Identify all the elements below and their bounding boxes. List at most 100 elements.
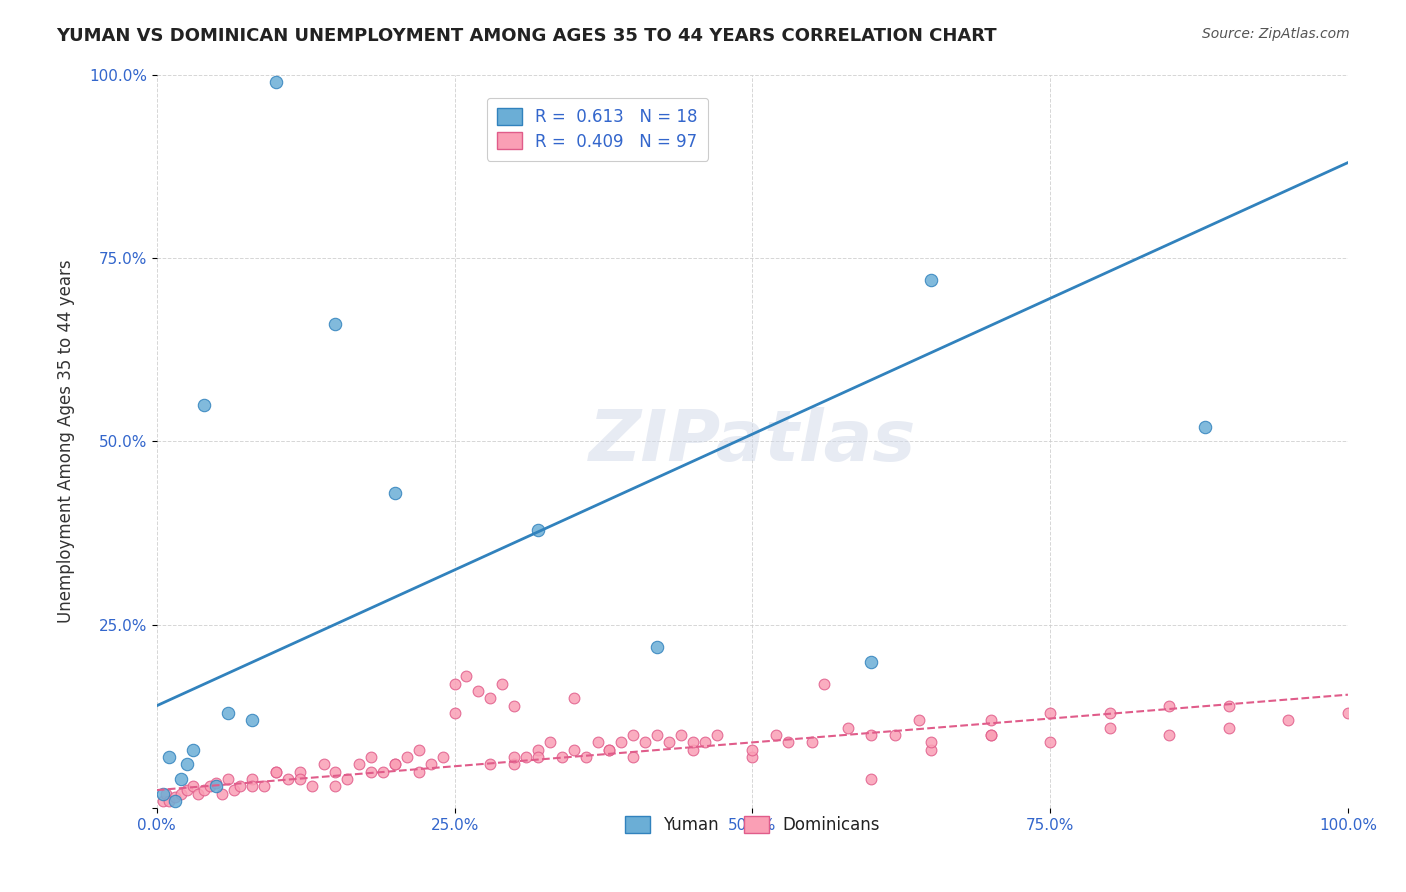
Point [562, 743, 585, 757]
Point [621, 728, 644, 742]
Point [384, 486, 406, 500]
Point [224, 783, 246, 797]
Point [325, 764, 347, 779]
Point [229, 780, 252, 794]
Point [467, 684, 489, 698]
Point [211, 787, 233, 801]
Point [837, 721, 859, 735]
Point [1159, 728, 1181, 742]
Point [575, 750, 598, 764]
Point [693, 735, 716, 749]
Point [181, 743, 204, 757]
Point [562, 691, 585, 706]
Point [645, 728, 668, 742]
Point [538, 735, 561, 749]
Legend: Yuman, Dominicans: Yuman, Dominicans [614, 806, 890, 844]
Point [181, 780, 204, 794]
Point [813, 676, 835, 690]
Point [741, 750, 763, 764]
Point [741, 743, 763, 757]
Point [336, 772, 359, 786]
Point [1098, 706, 1121, 720]
Point [645, 640, 668, 654]
Point [240, 772, 263, 786]
Point [325, 780, 347, 794]
Point [419, 757, 441, 772]
Point [408, 743, 430, 757]
Point [443, 676, 465, 690]
Point [217, 706, 239, 720]
Point [240, 714, 263, 728]
Point [527, 523, 550, 537]
Point [456, 669, 478, 683]
Point [598, 743, 620, 757]
Point [598, 743, 620, 757]
Text: Source: ZipAtlas.com: Source: ZipAtlas.com [1202, 27, 1350, 41]
Point [1039, 735, 1062, 749]
Point [200, 780, 222, 794]
Point [503, 757, 526, 772]
Point [217, 772, 239, 786]
Point [288, 772, 311, 786]
Point [157, 750, 180, 764]
Point [443, 706, 465, 720]
Point [527, 743, 550, 757]
Point [349, 757, 371, 772]
Point [1277, 714, 1299, 728]
Point [277, 772, 299, 786]
Point [860, 728, 883, 742]
Point [253, 780, 276, 794]
Point [920, 743, 942, 757]
Point [163, 790, 186, 805]
Point [610, 735, 633, 749]
Point [264, 764, 287, 779]
Point [682, 743, 704, 757]
Point [1218, 698, 1240, 713]
Point [193, 783, 215, 797]
Point [155, 787, 177, 801]
Point [169, 772, 191, 786]
Point [408, 764, 430, 779]
Point [312, 757, 335, 772]
Point [360, 750, 382, 764]
Point [860, 772, 883, 786]
Point [1194, 419, 1216, 434]
Point [634, 735, 657, 749]
Point [658, 735, 681, 749]
Point [682, 735, 704, 749]
Point [778, 735, 800, 749]
Point [920, 273, 942, 287]
Point [360, 764, 382, 779]
Point [765, 728, 787, 742]
Point [384, 757, 406, 772]
Point [621, 750, 644, 764]
Point [1218, 721, 1240, 735]
Point [264, 75, 287, 89]
Point [479, 691, 502, 706]
Point [860, 655, 883, 669]
Point [503, 698, 526, 713]
Point [176, 757, 198, 772]
Point [169, 787, 191, 801]
Point [920, 735, 942, 749]
Point [527, 750, 550, 764]
Point [176, 783, 198, 797]
Point [205, 780, 228, 794]
Point [163, 794, 186, 808]
Text: ZIPatlas: ZIPatlas [589, 407, 917, 476]
Point [157, 794, 180, 808]
Point [371, 764, 394, 779]
Point [187, 787, 209, 801]
Point [551, 750, 574, 764]
Point [980, 728, 1002, 742]
Point [669, 728, 692, 742]
Point [152, 787, 174, 801]
Point [325, 317, 347, 331]
Point [205, 776, 228, 790]
Point [503, 750, 526, 764]
Point [1039, 706, 1062, 720]
Point [1159, 698, 1181, 713]
Point [288, 764, 311, 779]
Point [264, 764, 287, 779]
Y-axis label: Unemployment Among Ages 35 to 44 years: Unemployment Among Ages 35 to 44 years [58, 260, 75, 624]
